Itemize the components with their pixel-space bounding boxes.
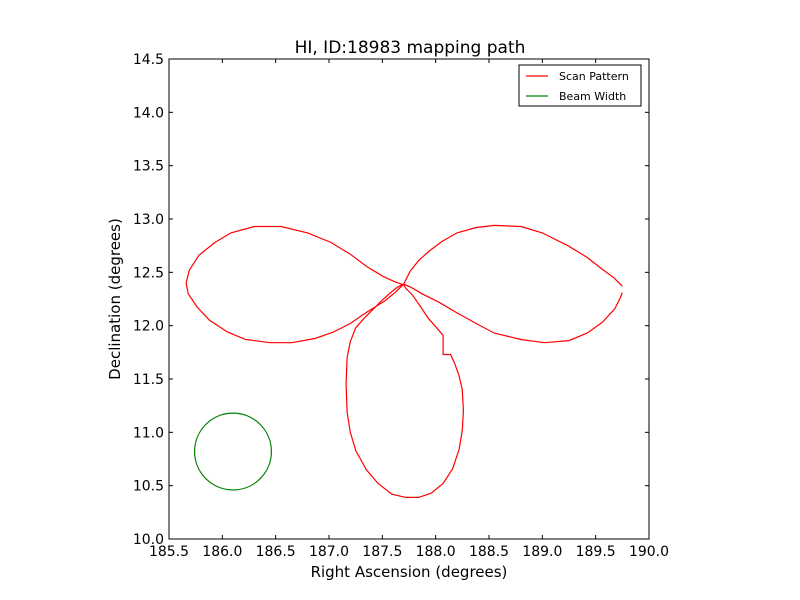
- x-tick-label: 187.5: [362, 544, 402, 560]
- series-layer: [185, 224, 623, 498]
- legend: Scan Pattern Beam Width: [518, 64, 642, 107]
- x-tick-label: 186.5: [256, 544, 296, 560]
- legend-label-beam-width: Beam Width: [559, 90, 626, 103]
- y-tick-label: 13.0: [133, 212, 164, 228]
- plot-frame: [168, 58, 650, 540]
- x-tick-label: 188.0: [416, 544, 456, 560]
- y-tick-label: 14.0: [133, 105, 164, 121]
- y-tick-label: 13.5: [133, 159, 164, 175]
- y-tick-label: 10.5: [133, 479, 164, 495]
- y-tick-label: 14.5: [133, 52, 164, 68]
- y-axis-ticks: 10.0 10.5 11.0 11.5 12.0 12.5 13.0 13.5 14.0 14.5: [133, 52, 649, 548]
- y-tick-label: 10.0: [133, 532, 164, 548]
- x-tick-label: 189.5: [576, 544, 616, 560]
- legend-box: [518, 64, 642, 107]
- x-tick-label: 190.0: [629, 544, 669, 560]
- x-tick-label: 188.5: [469, 544, 509, 560]
- beam-width-circle: [194, 412, 273, 491]
- x-tick-label: 187.0: [309, 544, 349, 560]
- y-tick-label: 11.5: [133, 372, 164, 388]
- y-tick-label: 11.0: [133, 425, 164, 441]
- scan-pattern-line: [185, 224, 623, 498]
- chart-title: HI, ID:18983 mapping path: [295, 38, 526, 58]
- x-axis-ticks: 185.5 186.0 186.5 187.0 187.5 188.0 188.5 189.0…: [149, 59, 669, 560]
- y-tick-label: 12.5: [133, 265, 164, 281]
- y-axis-label: Declination (degrees): [106, 218, 124, 380]
- x-tick-label: 189.0: [522, 544, 562, 560]
- plot-area: [169, 59, 649, 539]
- x-axis-label: Right Ascension (degrees): [311, 563, 508, 581]
- x-tick-label: 186.0: [202, 544, 242, 560]
- x-tick-label: 185.5: [149, 544, 189, 560]
- legend-label-scan-pattern: Scan Pattern: [559, 70, 629, 83]
- y-tick-label: 12.0: [133, 319, 164, 335]
